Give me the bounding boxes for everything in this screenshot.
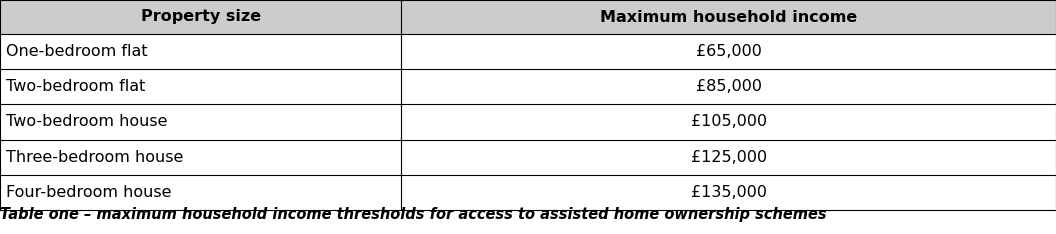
Text: £135,000: £135,000	[691, 185, 767, 200]
Text: £85,000: £85,000	[696, 79, 761, 94]
Bar	[401, 140, 1056, 175]
Bar	[0, 104, 401, 140]
Bar	[0, 175, 401, 210]
Text: £105,000: £105,000	[691, 114, 767, 129]
Text: Four-bedroom house: Four-bedroom house	[6, 185, 171, 200]
Text: One-bedroom flat: One-bedroom flat	[6, 44, 148, 59]
Text: Two-bedroom house: Two-bedroom house	[6, 114, 168, 129]
Bar	[401, 175, 1056, 210]
Bar	[0, 69, 401, 104]
Bar	[0, 140, 401, 175]
Text: Property size: Property size	[140, 10, 261, 25]
Bar	[0, 0, 401, 34]
Bar	[401, 34, 1056, 69]
Text: £125,000: £125,000	[691, 150, 767, 165]
Bar	[0, 34, 401, 69]
Text: £65,000: £65,000	[696, 44, 761, 59]
Bar	[401, 69, 1056, 104]
Text: Maximum household income: Maximum household income	[600, 10, 857, 25]
Text: Three-bedroom house: Three-bedroom house	[6, 150, 184, 165]
Text: Table one – maximum household income thresholds for access to assisted home owne: Table one – maximum household income thr…	[0, 206, 827, 222]
Text: Two-bedroom flat: Two-bedroom flat	[6, 79, 146, 94]
Bar	[401, 0, 1056, 34]
Bar	[401, 104, 1056, 140]
